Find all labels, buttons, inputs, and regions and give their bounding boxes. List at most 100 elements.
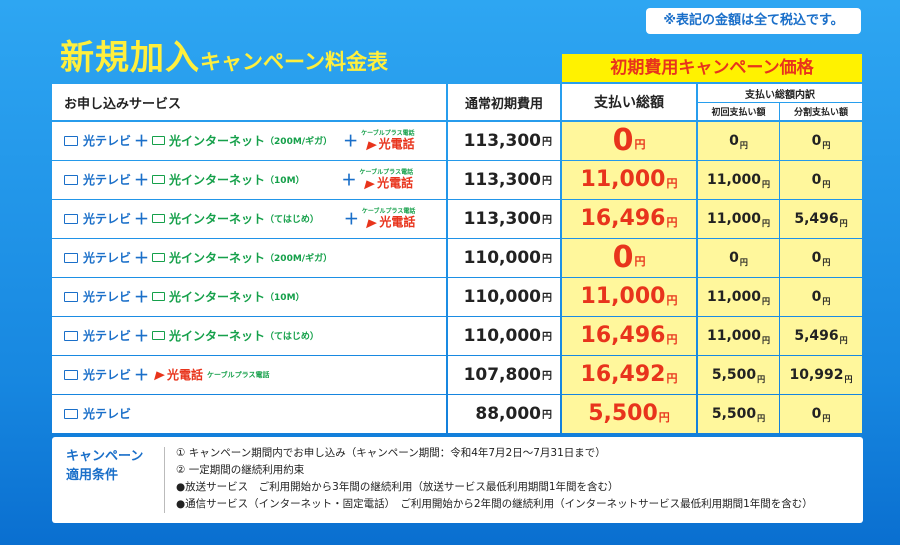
tax-note: ※表記の金額は全て税込です。 <box>646 8 861 34</box>
header-breakdown-label: 支払い総額内訳 <box>745 89 815 101</box>
plus-sign: ＋ <box>134 171 150 190</box>
yen-unit: 円 <box>822 413 831 423</box>
yen-unit: 円 <box>822 140 831 150</box>
yen-unit: 円 <box>634 137 646 151</box>
header-first-label: 初回支払い額 <box>711 108 766 118</box>
service-phone: 光電話 <box>167 367 204 382</box>
row-first-payment: 11,000 円 <box>698 278 779 316</box>
normal-fee-value: 110,000 <box>463 286 541 307</box>
service-net-plan: （10M） <box>265 293 305 304</box>
phone-icon <box>362 138 377 150</box>
total-value: 11,000 <box>580 167 666 193</box>
row-service: 光テレビ <box>52 395 446 433</box>
service-net-plan: （200M/ギガ） <box>265 254 333 265</box>
service-net: 光インターネット <box>169 173 266 188</box>
total-value: 5,500 <box>588 401 658 427</box>
computer-icon <box>152 292 166 302</box>
row-total: 11,000 円 <box>562 278 696 316</box>
service-tv: 光テレビ <box>83 212 132 227</box>
page-title: 新規加入キャンペーン料金表 <box>60 30 388 79</box>
plus-sign: ＋ <box>343 210 359 229</box>
first-payment-value: 11,000 <box>706 171 762 188</box>
phone-icon <box>151 369 165 381</box>
first-payment-value: 5,500 <box>711 405 757 422</box>
row-normal-fee: 113,300 円 <box>448 200 560 238</box>
first-payment-value: 11,000 <box>706 288 762 305</box>
condition-item: ●通信サービス（インターネット・固定電話） ご利用開始から2年間の継続利用（イン… <box>176 498 813 510</box>
first-payment-value: 11,000 <box>706 327 762 344</box>
conditions-divider <box>164 447 165 513</box>
first-payment-value: 0 <box>729 249 739 266</box>
conditions-label-line2: 適用条件 <box>66 468 119 483</box>
total-value: 16,496 <box>580 206 666 232</box>
yen-unit: 円 <box>822 296 831 306</box>
tv-icon <box>64 330 78 341</box>
split-payment-value: 5,496 <box>794 210 839 227</box>
yen-unit: 円 <box>762 296 771 306</box>
service-net: 光インターネット <box>169 134 266 149</box>
service-net-plan: （てはじめ） <box>265 215 319 226</box>
computer-icon <box>152 253 166 263</box>
phone-icon <box>361 177 375 189</box>
service-net-plan: （10M） <box>265 176 305 187</box>
service-phone: 光電話 <box>379 215 416 230</box>
yen-unit: 円 <box>542 293 552 305</box>
yen-unit: 円 <box>757 374 766 384</box>
total-value: 0 <box>612 123 634 159</box>
total-value: 16,496 <box>580 323 666 349</box>
normal-fee-value: 113,300 <box>463 130 541 151</box>
header-service: お申し込みサービス <box>52 84 446 120</box>
normal-fee-value: 113,300 <box>463 208 541 229</box>
service-phone: 光電話 <box>377 176 414 191</box>
row-total: 16,496 円 <box>562 200 696 238</box>
service-net-plan: （200M/ギガ） <box>265 137 333 148</box>
yen-unit: 円 <box>542 137 552 149</box>
yen-unit: 円 <box>542 332 552 344</box>
row-split-payment: 5,496 円 <box>780 317 862 355</box>
header-normal-label: 通常初期費用 <box>464 96 543 112</box>
total-value: 0 <box>612 240 634 276</box>
row-split-payment: 5,496 円 <box>780 200 862 238</box>
header-breakdown: 支払い総額内訳 <box>698 84 862 102</box>
campaign-header: 初期費用キャンペーン価格 <box>562 54 862 82</box>
total-value: 16,492 <box>580 362 666 388</box>
row-service: 光テレビ＋光インターネット （200M/ギガ）＋ケーブルプラス電話 光電話 <box>52 122 446 160</box>
row-service: 光テレビ＋光インターネット （10M）＋ケーブルプラス電話 光電話 <box>52 161 446 199</box>
yen-unit: 円 <box>542 371 552 383</box>
row-normal-fee: 110,000 円 <box>448 239 560 277</box>
cable-plus-tag: ケーブルプラス電話 <box>361 130 415 138</box>
header-total-label: 支払い総額 <box>594 95 664 111</box>
normal-fee-value: 110,000 <box>463 247 541 268</box>
row-first-payment: 11,000 円 <box>698 161 779 199</box>
tv-icon <box>64 408 78 419</box>
tv-icon <box>64 291 78 302</box>
phone-logo: ケーブルプラス電話 光電話 <box>361 130 415 151</box>
row-total: 11,000 円 <box>562 161 696 199</box>
row-first-payment: 11,000 円 <box>698 317 779 355</box>
split-payment-value: 5,496 <box>794 327 839 344</box>
yen-unit: 円 <box>757 413 766 423</box>
tv-icon <box>64 135 78 146</box>
conditions-list: ① キャンペーン期間内でお申し込み（キャンペーン期間：令和4年7月2日～7月31… <box>176 445 813 513</box>
tv-icon <box>64 369 78 380</box>
plus-sign: ＋ <box>134 366 150 385</box>
row-service: 光テレビ＋ 光インターネット （てはじめ） <box>52 317 446 355</box>
condition-item: ② 一定期間の継続利用約束 <box>176 464 305 476</box>
cable-plus-tag: ケーブルプラス電話 <box>361 208 416 216</box>
plus-sign: ＋ <box>134 249 150 268</box>
condition-item: ① キャンペーン期間内でお申し込み（キャンペーン期間：令和4年7月2日～7月31… <box>176 447 606 459</box>
service-tv: 光テレビ <box>83 329 132 344</box>
service-tv: 光テレビ <box>83 251 132 266</box>
cable-plus-tag: ケーブルプラス電話 <box>207 370 270 379</box>
phone-logo: 光電話 <box>151 367 204 382</box>
service-tv: 光テレビ <box>83 290 132 305</box>
conditions-box: キャンペーン 適用条件 ① キャンペーン期間内でお申し込み（キャンペーン期間：令… <box>52 437 863 523</box>
service-net: 光インターネット <box>169 290 266 305</box>
service-tv: 光テレビ <box>83 173 132 188</box>
normal-fee-value: 110,000 <box>463 325 541 346</box>
yen-unit: 円 <box>762 179 771 189</box>
phone-logo: ケーブルプラス電話 光電話 <box>361 208 416 230</box>
